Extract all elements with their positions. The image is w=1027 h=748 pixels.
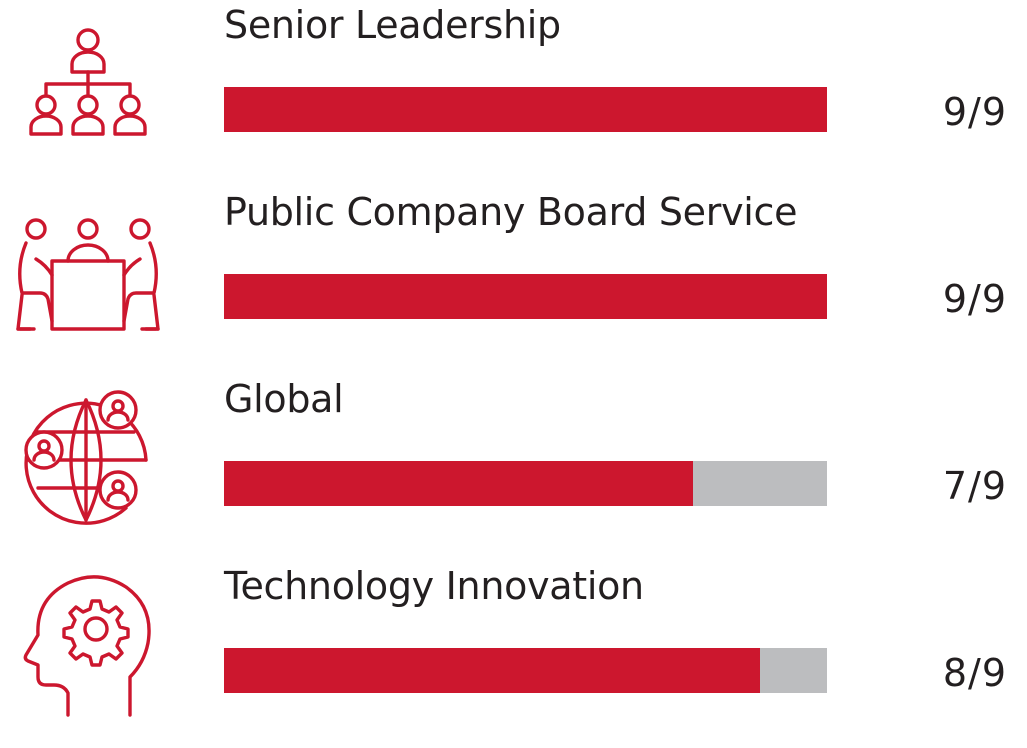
bar-track bbox=[224, 87, 827, 132]
bar bbox=[224, 461, 693, 506]
category-label: Global bbox=[224, 377, 344, 421]
category-label: Senior Leadership bbox=[224, 3, 561, 47]
bar-track bbox=[224, 274, 827, 319]
bar bbox=[224, 87, 827, 132]
board-meeting-icon bbox=[8, 199, 168, 359]
value-label: 7/9 bbox=[942, 464, 1007, 508]
chart-row-technology-innovation: Technology Innovation 8/9 bbox=[0, 561, 1027, 748]
bar-track bbox=[224, 648, 827, 693]
globe-people-icon bbox=[8, 380, 168, 540]
bar bbox=[224, 274, 827, 319]
chart-row-global: Global 7/9 bbox=[0, 374, 1027, 561]
category-label: Technology Innovation bbox=[224, 564, 644, 608]
bar-track bbox=[224, 461, 827, 506]
head-gear-icon bbox=[8, 565, 168, 725]
org-chart-icon bbox=[8, 14, 168, 174]
value-label: 9/9 bbox=[942, 277, 1007, 321]
category-label: Public Company Board Service bbox=[224, 190, 798, 234]
chart-row-senior-leadership: Senior Leadership 9/9 bbox=[0, 0, 1027, 187]
value-label: 9/9 bbox=[942, 90, 1007, 134]
bar bbox=[224, 648, 760, 693]
chart-row-public-company-board-service: Public Company Board Service 9/9 bbox=[0, 187, 1027, 374]
value-label: 8/9 bbox=[942, 651, 1007, 695]
